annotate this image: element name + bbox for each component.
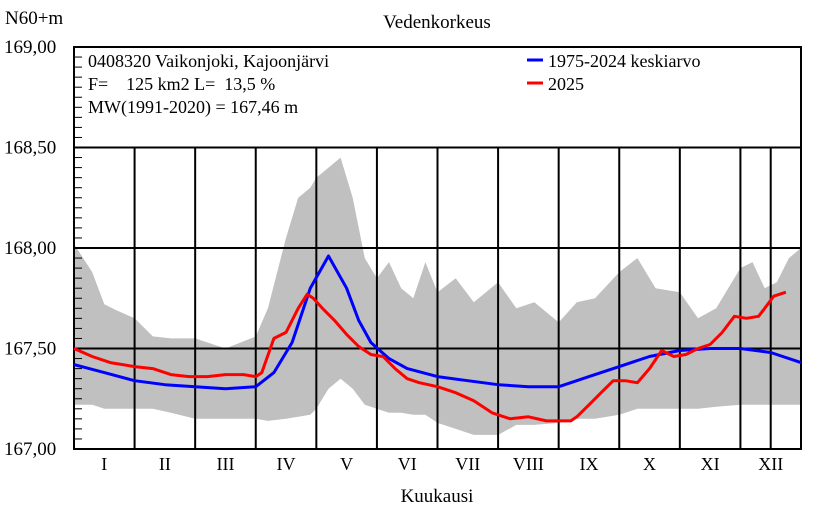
month-label: II xyxy=(159,454,171,474)
month-label: IX xyxy=(579,454,598,474)
y-tick-label: 169,00 xyxy=(4,37,56,58)
year-2025-line xyxy=(73,290,787,423)
month-label: VII xyxy=(455,454,480,474)
y-tick-label: 168,00 xyxy=(4,238,56,259)
y-axis-label: N60+m xyxy=(5,8,63,29)
legend-label-2025: 2025 xyxy=(548,74,584,94)
y-tick-label: 168,50 xyxy=(4,138,56,159)
month-label: I xyxy=(101,454,107,474)
y-tick-label: 167,50 xyxy=(4,339,56,360)
month-label: XII xyxy=(758,454,783,474)
y-tick-labels: 167,00 167,50 168,00 168,50 169,00 xyxy=(4,37,56,460)
series-layer xyxy=(73,254,802,423)
month-label: VIII xyxy=(513,454,544,474)
plot-frame xyxy=(73,46,802,450)
x-tick-labels: I II III IV V VI VII VIII IX X XI XII xyxy=(101,454,783,474)
month-label: IV xyxy=(277,454,296,474)
legend: 1975-2024 keskiarvo 2025 xyxy=(527,51,700,94)
month-label: VI xyxy=(398,454,417,474)
grid-layer xyxy=(73,46,802,450)
y-tick-label: 167,00 xyxy=(4,439,56,460)
month-label: X xyxy=(643,454,656,474)
x-axis-label: Kuukausi xyxy=(401,486,474,507)
catchment-info: F= 125 km2 L= 13,5 % xyxy=(88,74,275,94)
month-label: XI xyxy=(701,454,720,474)
month-label: V xyxy=(340,454,353,474)
month-label: III xyxy=(216,454,234,474)
legend-label-average: 1975-2024 keskiarvo xyxy=(548,51,700,71)
chart-title: Vedenkorkeus xyxy=(383,12,491,33)
station-name: 0408320 Vaikonjoki, Kajoonjärvi xyxy=(88,51,329,71)
mean-water-level: MW(1991-2020) = 167,46 m xyxy=(88,97,298,118)
